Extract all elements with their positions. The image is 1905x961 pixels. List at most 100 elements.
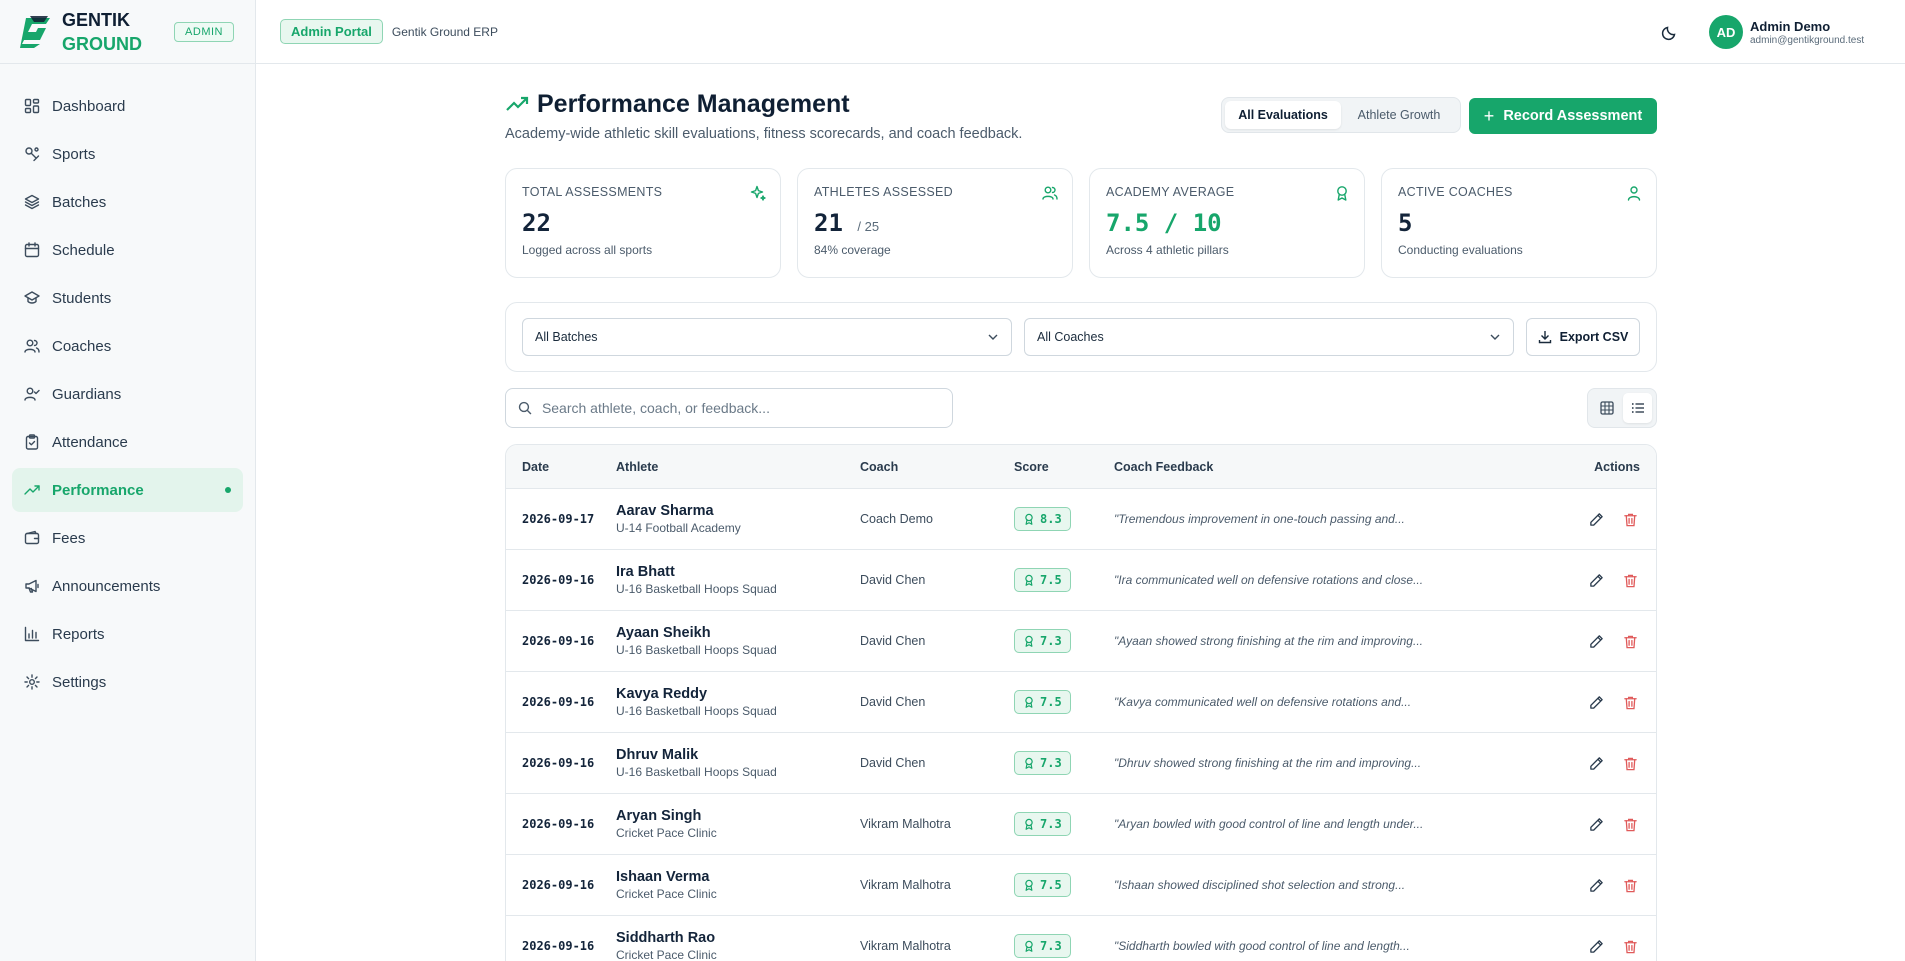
- sidebar-item-batches[interactable]: Batches: [12, 180, 243, 224]
- sidebar-item-sports[interactable]: Sports: [12, 132, 243, 176]
- delete-button[interactable]: [1620, 631, 1640, 651]
- sports-icon: [25, 147, 40, 162]
- table-row[interactable]: 2026-09-16 Dhruv Malik U-16 Basketball Hoo…: [506, 733, 1656, 794]
- table-row[interactable]: 2026-09-16 Ira Bhatt U-16 Basketball Hoops…: [506, 550, 1656, 611]
- active-indicator: [225, 487, 231, 493]
- score-badge: 8.3: [1014, 507, 1071, 531]
- edit-button[interactable]: [1586, 631, 1606, 651]
- tab-all-evaluations[interactable]: All Evaluations: [1225, 101, 1341, 129]
- brand-line-1: GENTIK: [62, 9, 131, 30]
- filters-bar: All Batches All Coaches Export CSV: [505, 302, 1657, 372]
- megaphone-icon: [25, 579, 39, 593]
- view-toggle: [1587, 388, 1657, 428]
- row-athlete-name[interactable]: Aryan Singh: [616, 808, 702, 824]
- stat-card: ACADEMY AVERAGE 7.5 / 10 Across 4 athleti…: [1089, 168, 1365, 278]
- edit-button[interactable]: [1586, 875, 1606, 895]
- stat-value-suffix: / 25: [857, 219, 880, 234]
- stat-label: ACTIVE COACHES: [1398, 185, 1513, 199]
- edit-button[interactable]: [1586, 570, 1606, 590]
- user-name: Admin Demo: [1750, 18, 1831, 34]
- row-athlete-name[interactable]: Ishaan Verma: [616, 869, 710, 885]
- stat-subtext: 84% coverage: [814, 243, 891, 257]
- delete-button[interactable]: [1620, 570, 1640, 590]
- row-athlete-name[interactable]: Ira Bhatt: [616, 564, 675, 580]
- table-row[interactable]: 2026-09-16 Kavya Reddy U-16 Basketball Hoo…: [506, 672, 1656, 733]
- search-icon: [518, 401, 532, 415]
- record-assessment-label: Record Assessment: [1503, 108, 1643, 124]
- coach-select[interactable]: All Coaches: [1024, 318, 1514, 356]
- delete-button[interactable]: [1620, 753, 1640, 773]
- search-input[interactable]: [541, 400, 940, 416]
- delete-button[interactable]: [1620, 875, 1640, 895]
- col-date[interactable]: Date: [522, 459, 550, 474]
- sidebar-item-dashboard[interactable]: Dashboard: [12, 84, 243, 128]
- theme-toggle-button[interactable]: [1660, 22, 1680, 42]
- row-coach: Vikram Malhotra: [860, 939, 951, 953]
- sidebar-item-performance[interactable]: Performance: [12, 468, 243, 512]
- row-athlete-name[interactable]: Ayaan Sheikh: [616, 625, 711, 641]
- sidebar-item-label: Reports: [52, 625, 105, 643]
- row-athlete-name[interactable]: Kavya Reddy: [616, 686, 708, 702]
- sidebar-item-schedule[interactable]: Schedule: [12, 228, 243, 272]
- edit-button[interactable]: [1586, 692, 1606, 712]
- score-value: 7.3: [1040, 756, 1062, 770]
- table-row[interactable]: 2026-09-16 Aryan Singh Cricket Pace Clinic…: [506, 794, 1656, 855]
- batch-select[interactable]: All Batches: [522, 318, 1012, 356]
- tab-athlete-growth[interactable]: Athlete Growth: [1357, 108, 1441, 122]
- row-batch: Cricket Pace Clinic: [616, 948, 717, 961]
- delete-button[interactable]: [1620, 814, 1640, 834]
- row-athlete-name[interactable]: Siddharth Rao: [616, 930, 716, 946]
- score-value: 7.5: [1040, 695, 1062, 709]
- delete-button[interactable]: [1620, 936, 1640, 956]
- clipboard-check-icon: [25, 434, 39, 450]
- grid-view-button[interactable]: [1592, 393, 1621, 423]
- row-date: 2026-09-16: [522, 695, 595, 709]
- table-row[interactable]: 2026-09-16 Ayaan Sheikh U-16 Basketball Ho…: [506, 611, 1656, 672]
- edit-button[interactable]: [1586, 936, 1606, 956]
- row-batch: U-16 Basketball Hoops Squad: [616, 704, 777, 718]
- delete-button[interactable]: [1620, 509, 1640, 529]
- sidebar-item-guardians[interactable]: Guardians: [12, 372, 243, 416]
- score-badge: 7.3: [1014, 812, 1071, 836]
- batch-select-value: All Batches: [535, 330, 598, 344]
- stat-card: TOTAL ASSESSMENTS 22 Logged across all sp…: [505, 168, 781, 278]
- edit-button[interactable]: [1586, 814, 1606, 834]
- list-view-button[interactable]: [1623, 393, 1652, 423]
- table-row[interactable]: 2026-09-16 Ishaan Verma Cricket Pace Clini…: [506, 855, 1656, 916]
- logo-icon: [20, 15, 50, 48]
- col-athlete[interactable]: Athlete: [616, 459, 659, 474]
- col-score[interactable]: Score: [1014, 459, 1049, 474]
- stat-label: TOTAL ASSESSMENTS: [522, 185, 663, 199]
- row-coach: David Chen: [860, 695, 926, 709]
- row-batch: U-16 Basketball Hoops Squad: [616, 765, 777, 779]
- table-row[interactable]: 2026-09-17 Aarav Sharma U-14 Football Acad…: [506, 489, 1656, 550]
- row-batch: U-14 Football Academy: [616, 521, 741, 535]
- score-value: 7.3: [1040, 634, 1062, 648]
- record-assessment-button[interactable]: + Record Assessment: [1469, 98, 1657, 134]
- col-coach[interactable]: Coach: [860, 459, 899, 474]
- user-menu[interactable]: AD Admin Demo admin@gentikground.test: [1709, 15, 1864, 49]
- coach-select-value: All Coaches: [1037, 330, 1104, 344]
- wallet-icon: [24, 530, 40, 545]
- table-row[interactable]: 2026-09-16 Siddharth Rao Cricket Pace Clin…: [506, 916, 1656, 961]
- sidebar-item-fees[interactable]: Fees: [12, 516, 243, 560]
- row-athlete-name[interactable]: Aarav Sharma: [616, 503, 714, 519]
- brand-name[interactable]: GENTIK GROUND: [62, 8, 142, 56]
- row-athlete-name[interactable]: Dhruv Malik: [616, 747, 699, 763]
- sidebar-item-attendance[interactable]: Attendance: [12, 420, 243, 464]
- row-coach: David Chen: [860, 634, 926, 648]
- user-icon: [1627, 186, 1641, 201]
- sidebar-item-reports[interactable]: Reports: [12, 612, 243, 656]
- delete-button[interactable]: [1620, 692, 1640, 712]
- role-badge: ADMIN: [174, 21, 234, 42]
- sidebar-item-settings[interactable]: Settings: [12, 660, 243, 704]
- row-batch: Cricket Pace Clinic: [616, 887, 717, 901]
- edit-button[interactable]: [1586, 509, 1606, 529]
- sidebar-item-students[interactable]: Students: [12, 276, 243, 320]
- sidebar-item-coaches[interactable]: Coaches: [12, 324, 243, 368]
- sidebar-item-label: Schedule: [52, 241, 115, 259]
- sidebar-item-announcements[interactable]: Announcements: [12, 564, 243, 608]
- edit-button[interactable]: [1586, 753, 1606, 773]
- export-csv-button[interactable]: Export CSV: [1526, 318, 1640, 356]
- users-icon: [1042, 186, 1058, 200]
